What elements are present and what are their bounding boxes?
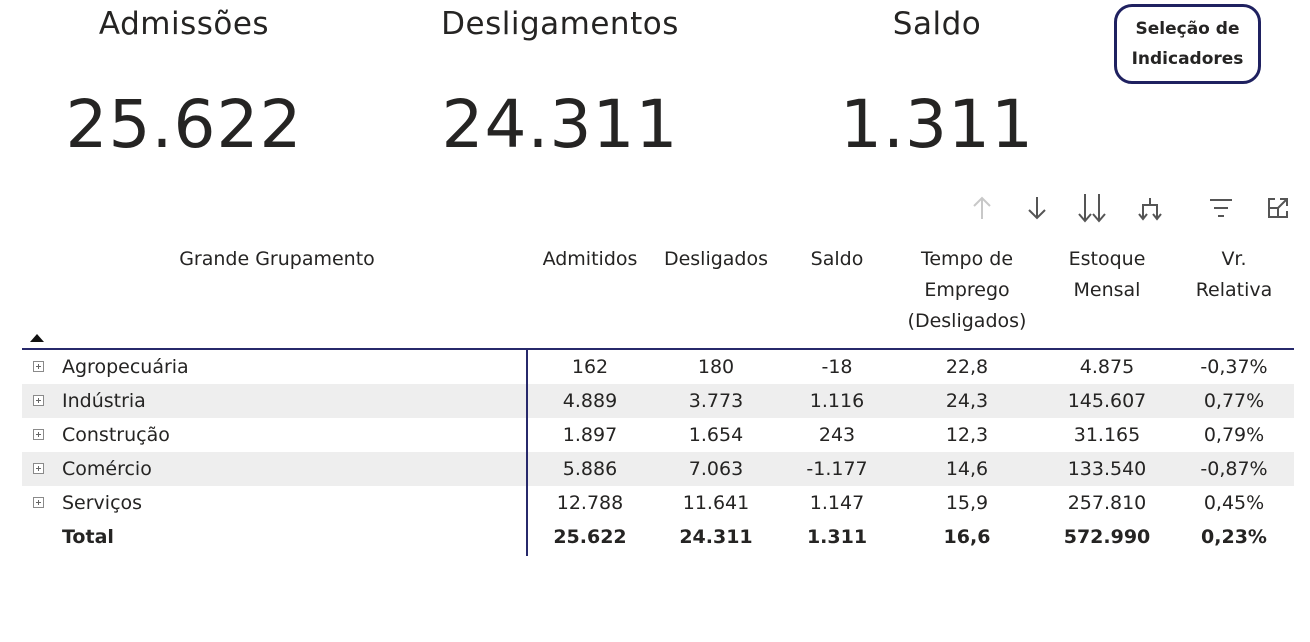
cell-tempo: 22,8	[945, 356, 989, 378]
cell-estoque: 257.810	[1067, 492, 1147, 514]
cell-admitidos: 5.886	[562, 458, 618, 480]
expand-plus-icon[interactable]	[33, 497, 44, 508]
expand-plus-icon[interactable]	[33, 429, 44, 440]
cell-tempo: 14,6	[945, 458, 989, 480]
cell-desligados: 11.641	[682, 492, 750, 514]
cell-vr: 0,23%	[1201, 526, 1267, 548]
table-row: Comércio 5.886 7.063 -1.177 14,6 133.540…	[22, 452, 1294, 486]
focus-mode-icon[interactable]	[1262, 190, 1294, 226]
header-line: Tempo de	[920, 248, 1014, 270]
cell-tempo: 16,6	[943, 526, 991, 548]
row-header-divider	[526, 348, 528, 556]
cell-saldo: 1.116	[809, 390, 865, 412]
kpi-value: 24.311	[441, 86, 679, 163]
table-row: Construção 1.897 1.654 243 12,3 31.165 0…	[22, 418, 1294, 452]
cell-tempo: 24,3	[945, 390, 989, 412]
column-header-grande-grupamento[interactable]: Grande Grupamento	[179, 248, 375, 270]
cell-desligados: 3.773	[688, 390, 744, 412]
table-body: Agropecuária 162 180 -18 22,8 4.875 -0,3…	[22, 350, 1294, 554]
column-header-saldo[interactable]: Saldo	[810, 248, 864, 270]
header-line: Relativa	[1195, 279, 1273, 301]
table-header: Grande Grupamento Admitidos Desligados S…	[22, 238, 1294, 350]
cell-estoque: 31.165	[1073, 424, 1141, 446]
cell-tempo: 12,3	[945, 424, 989, 446]
expand-next-level-icon[interactable]	[1134, 190, 1166, 226]
cell-estoque: 4.875	[1079, 356, 1135, 378]
row-label: Serviços	[62, 492, 143, 514]
cell-vr: -0,37%	[1200, 356, 1268, 378]
kpi-card-saldo: Saldo 1.311	[797, 0, 1077, 170]
cell-admitidos: 162	[571, 356, 609, 378]
filter-icon[interactable]	[1205, 190, 1237, 226]
cell-desligados: 7.063	[688, 458, 744, 480]
table-total-row: Total 25.622 24.311 1.311 16,6 572.990 0…	[22, 520, 1294, 554]
kpi-card-desligamentos: Desligamentos 24.311	[420, 0, 700, 170]
cell-saldo: -1.177	[806, 458, 868, 480]
expand-all-down-icon[interactable]	[1076, 190, 1108, 226]
expand-plus-icon[interactable]	[33, 395, 44, 406]
column-header-vr-relativa[interactable]: Vr. Relativa	[1174, 244, 1294, 306]
cell-vr: 0,77%	[1203, 390, 1265, 412]
cell-vr: 0,45%	[1203, 492, 1265, 514]
cell-tempo: 15,9	[945, 492, 989, 514]
expand-plus-icon[interactable]	[33, 463, 44, 474]
drill-up-icon[interactable]	[966, 190, 998, 226]
column-header-estoque-mensal[interactable]: Estoque Mensal	[1042, 244, 1172, 306]
kpi-title: Admissões	[98, 6, 270, 42]
kpi-title: Saldo	[892, 6, 982, 42]
drill-down-icon[interactable]	[1021, 190, 1053, 226]
kpi-value: 25.622	[65, 86, 303, 163]
kpi-title: Desligamentos	[441, 6, 679, 42]
cell-saldo: 243	[818, 424, 856, 446]
cell-saldo: -18	[821, 356, 853, 378]
kpi-card-admissoes: Admissões 25.622	[44, 0, 324, 170]
column-header-admitidos[interactable]: Admitidos	[542, 248, 638, 270]
cell-admitidos: 1.897	[562, 424, 618, 446]
cell-estoque: 572.990	[1063, 526, 1151, 548]
selecao-indicadores-button[interactable]: Seleção de Indicadores	[1114, 4, 1261, 84]
header-line: Mensal	[1073, 279, 1141, 301]
cell-admitidos: 12.788	[556, 492, 624, 514]
cell-desligados: 24.311	[679, 526, 753, 548]
row-label: Indústria	[62, 390, 146, 412]
button-label-line1: Seleção de	[1135, 19, 1240, 39]
cell-admitidos: 25.622	[553, 526, 627, 548]
kpi-value: 1.311	[840, 86, 1034, 163]
row-label: Construção	[62, 424, 170, 446]
cell-admitidos: 4.889	[562, 390, 618, 412]
table-row: Agropecuária 162 180 -18 22,8 4.875 -0,3…	[22, 350, 1294, 384]
row-label: Agropecuária	[62, 356, 189, 378]
cell-estoque: 145.607	[1067, 390, 1147, 412]
row-label: Total	[62, 526, 114, 548]
cell-desligados: 1.654	[688, 424, 744, 446]
sort-ascending-icon[interactable]	[30, 334, 44, 342]
matrix-table: Grande Grupamento Admitidos Desligados S…	[22, 238, 1294, 556]
table-row: Serviços 12.788 11.641 1.147 15,9 257.81…	[22, 486, 1294, 520]
header-line: Vr.	[1221, 248, 1247, 270]
button-label-line2: Indicadores	[1131, 49, 1244, 69]
cell-vr: -0,87%	[1200, 458, 1268, 480]
cell-saldo: 1.311	[806, 526, 868, 548]
row-label: Comércio	[62, 458, 152, 480]
cell-vr: 0,79%	[1203, 424, 1265, 446]
column-header-tempo-de-emprego[interactable]: Tempo de Emprego (Desligados)	[894, 244, 1040, 337]
cell-desligados: 180	[697, 356, 735, 378]
header-line: Estoque	[1068, 248, 1146, 270]
column-header-desligados[interactable]: Desligados	[663, 248, 769, 270]
expand-plus-icon[interactable]	[33, 361, 44, 372]
header-line: (Desligados)	[907, 310, 1027, 332]
cell-estoque: 133.540	[1067, 458, 1147, 480]
cell-saldo: 1.147	[809, 492, 865, 514]
table-row: Indústria 4.889 3.773 1.116 24,3 145.607…	[22, 384, 1294, 418]
header-line: Emprego	[924, 279, 1010, 301]
